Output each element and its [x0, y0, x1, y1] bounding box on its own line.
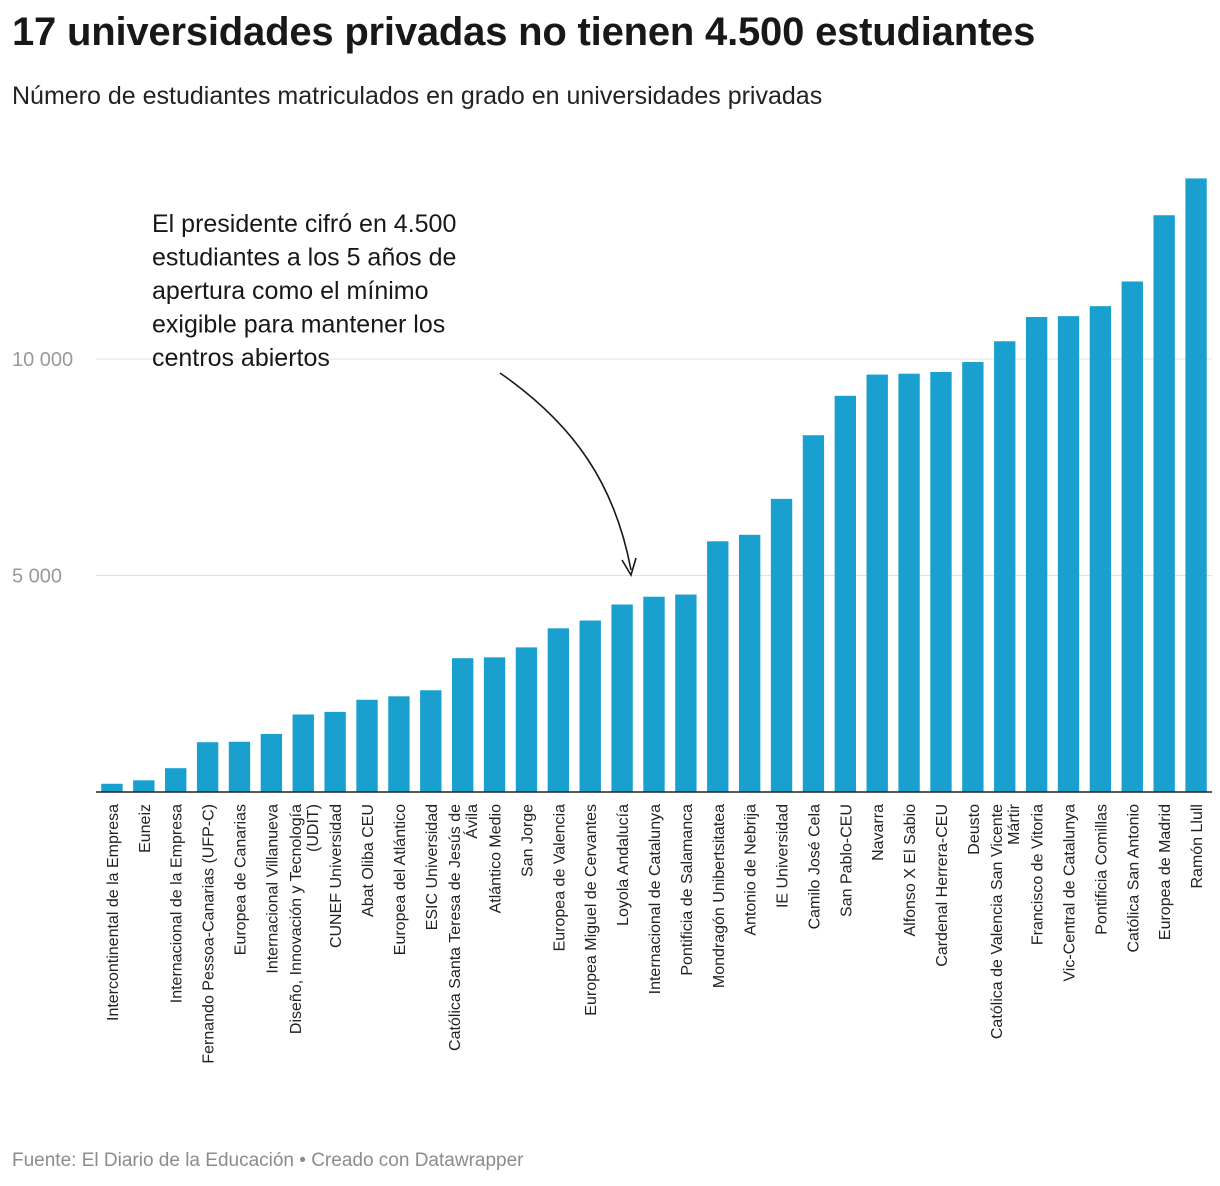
- x-tick-label: IE Universidad: [775, 804, 792, 908]
- x-tick-label: Diseño, Innovación y Tecnología: [288, 804, 305, 1034]
- bar: [770, 498, 793, 792]
- bar: [515, 647, 538, 792]
- bar: [1089, 306, 1112, 792]
- x-tick-label: Antonio de Nebrija: [743, 804, 760, 936]
- annotation-line: apertura como el mínimo: [152, 277, 429, 305]
- x-tick-label: Católica San Antonio: [1125, 804, 1142, 953]
- bar: [994, 341, 1016, 792]
- x-tick-label: Europea de Valencia: [551, 804, 568, 951]
- x-tick-label: Internacional de Catalunya: [647, 804, 664, 994]
- x-tick-label: San Jorge: [519, 804, 536, 877]
- bar: [133, 780, 155, 792]
- y-tick-label: 10 000: [12, 349, 73, 371]
- x-tick-label: Camilo José Cela: [806, 804, 823, 929]
- bar: [165, 768, 187, 792]
- x-tick-label: Loyola Andalucía: [615, 804, 632, 926]
- bar: [643, 596, 665, 792]
- bar: [452, 658, 474, 792]
- bar: [260, 733, 283, 792]
- annotation-arrow: [499, 372, 632, 571]
- y-tick-label: 5 000: [12, 566, 62, 588]
- bar: [228, 741, 251, 792]
- x-tick-label: ESIC Universidad: [424, 804, 441, 930]
- source-footer: Fuente: El Diario de la Educación • Crea…: [12, 1150, 524, 1171]
- bar: [420, 690, 442, 792]
- bar: [1153, 215, 1175, 793]
- x-tick-label: Ramón Llull: [1189, 804, 1206, 888]
- annotation-text: El presidente cifró en 4.500 estudiantes …: [152, 210, 456, 372]
- bar: [324, 711, 346, 792]
- x-tick-label: Ávila: [462, 804, 481, 839]
- bar: [898, 373, 920, 792]
- bar: [866, 374, 888, 792]
- x-tick-label: Internacional de la Empresa: [169, 804, 186, 1003]
- x-tick-label: Vic-Central de Catalunya: [1062, 804, 1079, 982]
- x-tick-label: Internacional Villanueva: [264, 804, 281, 974]
- x-tick-label: Intercontinental de la Empresa: [105, 804, 122, 1021]
- bar: [1057, 316, 1080, 792]
- chart-title: 17 universidades privadas no tienen 4.50…: [12, 10, 1036, 54]
- bar: [196, 742, 219, 792]
- x-tick-label: Fernando Pessoa-Canarias (UFP-C): [201, 804, 218, 1064]
- bar: [834, 395, 856, 792]
- annotation-arrowhead: [621, 557, 637, 577]
- bar: [292, 714, 314, 792]
- bar: [483, 657, 506, 792]
- x-tick-label: Deusto: [966, 804, 983, 855]
- x-tick-label: Atlántico Medio: [488, 804, 505, 913]
- bar: [388, 696, 410, 792]
- x-tick-label: Europea Miguel de Cervantes: [583, 804, 600, 1016]
- x-tick-label: Pontificia de Salamanca: [679, 804, 696, 976]
- chart-subtitle: Número de estudiantes matriculados en gr…: [12, 82, 823, 110]
- bar: [547, 628, 570, 792]
- x-tick-label: Europea del Atlántico: [392, 804, 409, 955]
- bar: [579, 620, 601, 792]
- bar: [356, 699, 378, 792]
- x-tick-label: Navarra: [870, 804, 887, 861]
- bar: [1121, 281, 1143, 792]
- x-tick-label: Francisco de Vitoria: [1030, 804, 1047, 945]
- x-tick-label: Mártir: [1006, 803, 1023, 845]
- bar: [962, 362, 984, 792]
- x-tick-label: (UDIT): [305, 804, 322, 852]
- bar: [101, 783, 123, 792]
- x-tick-label: Católica Santa Teresa de Jesús de: [447, 804, 464, 1051]
- x-tick-label: Católica de Valencia San Vicente: [989, 804, 1006, 1039]
- annotation-line: centros abiertos: [152, 344, 330, 372]
- x-tick-label: Euneiz: [137, 804, 154, 853]
- bar: [930, 371, 952, 792]
- x-tick-label: Europea de Canarias: [232, 804, 249, 955]
- x-tick-label: CUNEF Universidad: [328, 804, 345, 948]
- bar: [1025, 317, 1048, 792]
- annotation-line: estudiantes a los 5 años de: [152, 244, 456, 272]
- annotation-line: El presidente cifró en 4.500: [152, 210, 456, 238]
- x-tick-label: Cardenal Herrera-CEU: [934, 804, 951, 967]
- annotation-line: exigible para mantener los: [152, 311, 445, 339]
- x-tick-label: Europea de Madrid: [1157, 804, 1174, 940]
- bar: [1185, 178, 1207, 792]
- bar: [802, 435, 825, 792]
- x-tick-label: Abat Oliba CEU: [360, 804, 377, 917]
- x-tick-label: Mondragón Unibertsitatea: [711, 804, 728, 988]
- x-tick-label: Pontificia Comillas: [1093, 804, 1110, 935]
- bar: [738, 534, 761, 792]
- bar: [675, 594, 697, 792]
- bar: [611, 604, 633, 792]
- x-tick-label: San Pablo-CEU: [838, 804, 855, 917]
- x-tick-label: Alfonso X El Sabio: [902, 804, 919, 937]
- bar: [707, 541, 729, 792]
